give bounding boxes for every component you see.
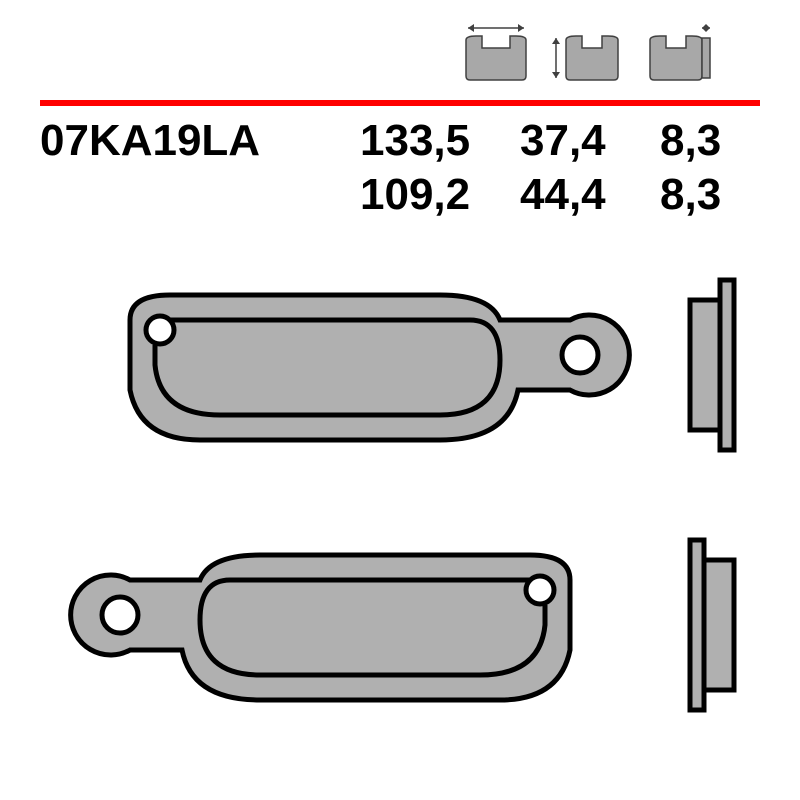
brake-pad-top-front [40, 260, 760, 460]
dim-height-1: 37,4 [520, 116, 660, 166]
brake-pad-top-side [690, 280, 734, 450]
dim-row-2: 109,2 44,4 8,3 [360, 170, 760, 220]
brake-pad-bottom-row [40, 520, 760, 725]
dim-width-2: 109,2 [360, 170, 520, 220]
height-dimension-icon [548, 20, 628, 86]
brake-pad-bottom-side [690, 540, 734, 710]
spec-row: 07KA19LA 133,5 37,4 8,3 109,2 44,4 8,3 [40, 116, 760, 220]
brake-pad-bottom-front [40, 520, 760, 720]
dimension-legend [456, 20, 720, 86]
part-number: 07KA19LA [40, 116, 360, 220]
diagram-area [40, 260, 760, 760]
dim-thick-2: 8,3 [660, 170, 760, 220]
brake-pad-top-row [40, 260, 760, 465]
width-dimension-icon [456, 20, 536, 86]
dim-width-1: 133,5 [360, 116, 520, 166]
dimensions-block: 133,5 37,4 8,3 109,2 44,4 8,3 [360, 116, 760, 220]
separator-line [40, 100, 760, 106]
dim-height-2: 44,4 [520, 170, 660, 220]
thickness-dimension-icon [640, 20, 720, 86]
dim-row-1: 133,5 37,4 8,3 [360, 116, 760, 166]
dim-thick-1: 8,3 [660, 116, 760, 166]
